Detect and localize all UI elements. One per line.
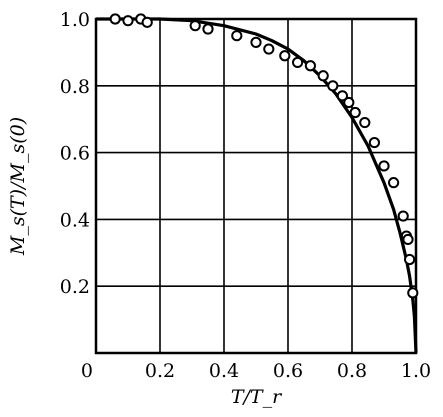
data-point — [122, 15, 134, 27]
y-tick-label: 0.4 — [60, 209, 90, 231]
data-point — [202, 23, 214, 35]
x-tick-label: 0.2 — [145, 360, 175, 382]
y-tick-label: 0.2 — [60, 276, 90, 298]
x-tick-label: 0 — [81, 360, 93, 382]
x-tick-label: 0.4 — [209, 360, 239, 382]
data-point — [378, 160, 390, 172]
data-point — [388, 177, 400, 189]
data-points — [109, 13, 419, 299]
y-axis-label: M_s(T)/M_s(0) — [7, 117, 29, 256]
data-point — [279, 50, 291, 62]
grid — [96, 19, 416, 353]
data-point — [343, 96, 355, 109]
data-point — [263, 43, 275, 55]
data-point — [327, 80, 339, 92]
y-tick-label: 1.0 — [60, 9, 90, 31]
data-point — [359, 116, 371, 129]
y-tick-label: 0.8 — [60, 76, 90, 98]
y-tick-labels: 0.2 0.4 0.6 0.8 1.0 — [60, 9, 90, 298]
x-tick-labels: 0 0.2 0.4 0.6 0.8 1.0 — [81, 360, 431, 382]
data-point — [349, 106, 361, 119]
data-point — [109, 13, 121, 25]
data-point — [292, 56, 304, 69]
data-point — [189, 20, 201, 32]
plot-frame — [94, 17, 418, 355]
data-point — [404, 253, 416, 266]
data-point — [141, 16, 153, 28]
data-point — [317, 70, 329, 82]
data-point — [407, 287, 419, 299]
x-tick-label: 0.8 — [337, 360, 367, 382]
data-point — [397, 210, 409, 222]
data-point — [368, 136, 380, 149]
data-point — [250, 36, 262, 48]
y-tick-label: 0.6 — [60, 143, 90, 165]
data-point — [336, 90, 348, 102]
x-axis-label: T/T_r — [231, 386, 283, 408]
data-point — [304, 60, 316, 72]
x-tick-label: 0.6 — [273, 360, 303, 382]
data-point — [231, 30, 243, 42]
x-tick-label: 1.0 — [401, 360, 431, 382]
theory-curve — [96, 17, 418, 354]
data-point — [402, 233, 414, 246]
